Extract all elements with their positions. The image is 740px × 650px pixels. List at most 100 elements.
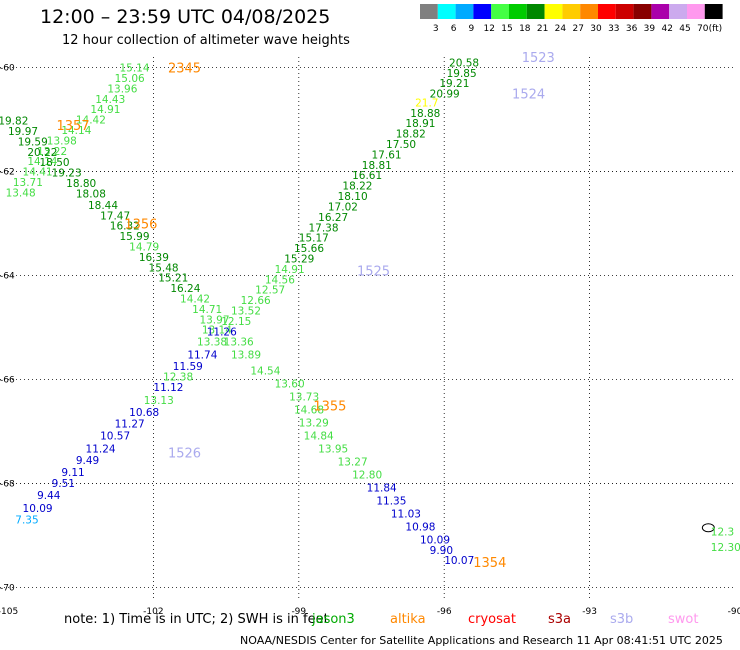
color-bin-label: 39 (644, 24, 656, 34)
lat-tick-label: -68 (0, 480, 15, 490)
wave-height-label: 16.32 (110, 221, 140, 233)
wave-height-label: 12.66 (241, 295, 271, 307)
wave-height-label: 14.14 (27, 156, 57, 168)
color-bin-label: 18 (519, 24, 531, 34)
wave-height-label: 14.91 (275, 264, 305, 276)
pass-time-label: 1526 (168, 447, 201, 462)
wave-height-label: 15.21 (158, 273, 188, 285)
wave-height-label: 14.91 (90, 104, 120, 116)
color-bin (651, 4, 670, 19)
wave-height-label: 18.81 (362, 160, 392, 172)
wave-height-label: 15.48 (149, 262, 179, 274)
wave-height-label: 11.24 (86, 443, 116, 455)
color-bin (491, 4, 509, 19)
lon-tick-label: -105 (0, 607, 18, 615)
wave-height-label: 19.85 (447, 68, 477, 80)
wave-height-map: -105 -102 -99 -96 -93 -90 -60 -62 -64 -66 -68 -70 15… (0, 51, 740, 615)
wave-height-label: 7.35 (15, 515, 38, 527)
color-bin (526, 4, 545, 19)
wave-height-label: 13.73 (289, 391, 319, 403)
color-bin (420, 4, 438, 19)
wave-height-label: 13.22 (37, 146, 67, 158)
lat-tick-label: -66 (0, 376, 15, 386)
wave-height-label: 10.09 (23, 503, 53, 515)
wave-height-label: 12.3 (711, 527, 734, 539)
wave-height-label: 18.91 (405, 118, 435, 130)
wave-height-label: 14.41 (23, 167, 53, 179)
track-b: 19.8219.9719.5920.2218.5019.2318.8018.08… (0, 116, 232, 337)
wave-height-label: 15.14 (119, 63, 149, 75)
color-bin-label: 42 (661, 24, 672, 34)
satellite-legend-s3b: s3b (610, 612, 634, 627)
wave-height-label: 17.38 (308, 222, 338, 234)
wave-height-label: 13.38 (197, 337, 227, 349)
wave-height-label: 17.61 (372, 149, 402, 161)
lon-tick-label: -90 (728, 607, 740, 615)
wave-height-label: 13.60 (275, 378, 305, 390)
wave-height-label: 17.02 (328, 201, 358, 213)
wave-height-label: 20.99 (430, 89, 460, 101)
wave-height-label: 14.54 (250, 365, 280, 377)
satellite-legend-swot: swot (668, 612, 699, 627)
wave-height-label: 10.98 (405, 521, 435, 533)
satellite-legend-jason3: jason3 (312, 612, 355, 627)
wave-height-label: 13.89 (231, 350, 261, 362)
wave-height-label: 16.39 (139, 252, 169, 264)
wave-height-label: 16.61 (352, 170, 382, 182)
color-bin-label: 12 (483, 24, 494, 34)
page-title: 12:00 – 23:59 UTC 04/08/2025 (40, 6, 331, 28)
wave-height-label: 14.43 (95, 94, 125, 106)
wave-height-label: 19.82 (0, 116, 28, 128)
wave-height-label: 9.51 (52, 478, 75, 490)
color-bin-label: 36 (626, 24, 638, 34)
color-bin (580, 4, 598, 19)
wave-height-label: 14.68 (294, 404, 324, 416)
color-bin (562, 4, 581, 19)
lon-tick-label: -99 (291, 607, 306, 615)
island-outline (701, 523, 715, 533)
color-bin (687, 4, 705, 19)
color-bin (598, 4, 616, 19)
wave-height-label: 12.38 (163, 372, 193, 384)
wave-height-label: 13.48 (6, 187, 36, 199)
wave-height-label: 18.82 (396, 129, 426, 141)
lat-tick-label: -70 (0, 584, 15, 594)
wave-height-label: 9.11 (61, 467, 84, 479)
wave-height-label: 10.68 (129, 407, 159, 419)
pass-time-label: 1357 (56, 119, 89, 134)
wave-height-label: 17.50 (386, 139, 416, 151)
color-bin-label: 30 (590, 24, 602, 34)
wave-height-label: 13.27 (338, 456, 368, 468)
wave-height-label: 9.90 (430, 545, 453, 557)
wave-height-label: 11.59 (173, 361, 203, 373)
color-bin-label: 24 (555, 24, 567, 34)
wave-height-label: 15.06 (115, 73, 145, 85)
wave-height-label: 10.07 (444, 555, 474, 567)
wave-height-label: 18.80 (66, 178, 96, 190)
wave-height-label: 18.22 (342, 181, 372, 193)
wave-height-label: 11.74 (187, 350, 217, 362)
wave-height-label: 18.44 (88, 200, 118, 212)
color-scale-legend: 3 6 9 12 15 18 21 24 27 30 33 36 39 42 45 70 (ft) (420, 4, 723, 34)
wave-height-label: 14.56 (265, 274, 295, 286)
color-bin-label: 3 (433, 24, 439, 34)
color-bin-label: 21 (537, 24, 548, 34)
wave-height-label: 13.13 (144, 395, 174, 407)
pass-time-label: 1523 (522, 51, 555, 66)
wave-height-label: 14.71 (192, 304, 222, 316)
wave-height-label: 13.71 (13, 177, 43, 189)
lon-tick-label: -96 (437, 607, 452, 615)
lat-tick-label: -62 (0, 167, 15, 177)
wave-height-label: 19.59 (18, 136, 48, 148)
wave-height-label: 9.49 (76, 455, 99, 467)
color-bin-label: 70 (697, 24, 709, 34)
wave-height-label: 12.80 (352, 469, 382, 481)
wave-height-label: 12.15 (221, 316, 251, 328)
wave-height-label: 16.27 (318, 212, 348, 224)
color-bin-label: 9 (469, 24, 475, 34)
wave-height-label: 12.30 (711, 542, 740, 554)
track-a: 15.1415.0613.9614.4314.9114.4214.1413.98… (6, 63, 150, 200)
track-c: 20.5819.8519.2120.9921.718.8818.9118.821… (15, 57, 479, 526)
color-bin-label: 27 (572, 24, 583, 34)
